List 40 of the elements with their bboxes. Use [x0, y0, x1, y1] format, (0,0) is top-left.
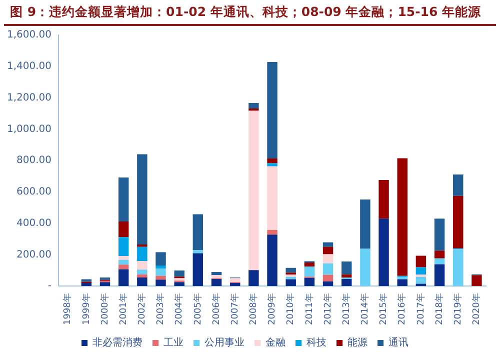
x-tick-label: 2008年 — [248, 293, 260, 325]
x-tick-label: 1999年 — [80, 293, 92, 325]
x-tick-label: 2003年 — [155, 293, 166, 325]
legend-label: 通讯 — [388, 336, 408, 349]
y-tick-label: 400.00 — [16, 218, 52, 229]
x-tick-label: 2004年 — [174, 293, 185, 325]
x-tick-label: 2010年 — [285, 293, 296, 325]
x-tick-label: 2005年 — [192, 293, 204, 325]
x-tick-label: 2012年 — [322, 293, 334, 325]
legend-label: 能源 — [348, 336, 368, 349]
y-tick-label: 1,000.00 — [7, 124, 52, 135]
x-tick-label: 2020年 — [471, 293, 482, 325]
x-tick-label: 2018年 — [434, 293, 445, 325]
legend-label: 科技 — [306, 336, 326, 349]
y-tick-label: 1,600.00 — [7, 30, 52, 41]
y-tick-label: 600.00 — [16, 186, 52, 198]
x-tick-label: 2007年 — [229, 293, 240, 325]
x-tick-label: 2001年 — [118, 293, 129, 325]
x-tick-label: 2017年 — [415, 293, 426, 325]
x-tick-label: 2016年 — [396, 293, 408, 325]
x-tick-label: 2019年 — [452, 293, 464, 325]
x-tick-label: 2011年 — [304, 293, 315, 325]
x-tick-label: 2002年 — [136, 293, 148, 325]
legend-label: 工业 — [164, 336, 184, 349]
x-tick-label: 2006年 — [210, 293, 222, 325]
x-tick-label: 2014年 — [360, 293, 371, 325]
y-tick-label: 800.00 — [16, 155, 52, 166]
y-tick-label: 1,400.00 — [7, 60, 52, 72]
legend-label: 非必需消费 — [92, 336, 142, 349]
x-tick-label: 1998年 — [62, 293, 74, 325]
legend-label: 金融 — [266, 336, 286, 349]
y-tick-label: - — [48, 280, 52, 292]
legend-label: 公用事业 — [204, 336, 244, 349]
y-tick-label: 1,200.00 — [7, 92, 52, 104]
x-tick-label: 2009年 — [266, 293, 278, 325]
x-tick-label: 2000年 — [99, 293, 110, 325]
x-tick-label: 2015年 — [378, 293, 390, 325]
chart-title: 图 9：违约金额显著增加：01-02 年通讯、科技；08-09 年金融；15-16 年能源 — [4, 0, 496, 26]
x-tick-label: 2013年 — [340, 293, 352, 325]
y-tick-label: 200.00 — [16, 249, 52, 260]
